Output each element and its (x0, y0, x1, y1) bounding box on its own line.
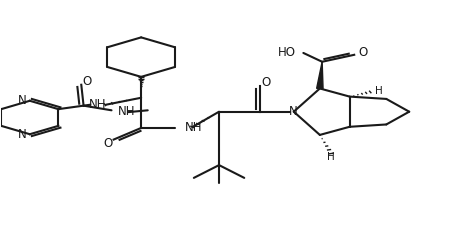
Text: O: O (82, 75, 91, 88)
Text: N: N (18, 94, 26, 107)
Text: HO: HO (278, 47, 296, 59)
Text: N: N (290, 105, 298, 118)
Text: NH: NH (89, 98, 106, 111)
Text: O: O (104, 137, 113, 150)
Text: H: H (326, 152, 334, 162)
Text: N: N (18, 128, 26, 141)
Text: O: O (359, 46, 368, 59)
Polygon shape (317, 62, 323, 89)
Text: NH: NH (118, 105, 136, 118)
Text: O: O (261, 76, 271, 89)
Text: H: H (375, 86, 383, 96)
Text: NH: NH (185, 121, 203, 134)
